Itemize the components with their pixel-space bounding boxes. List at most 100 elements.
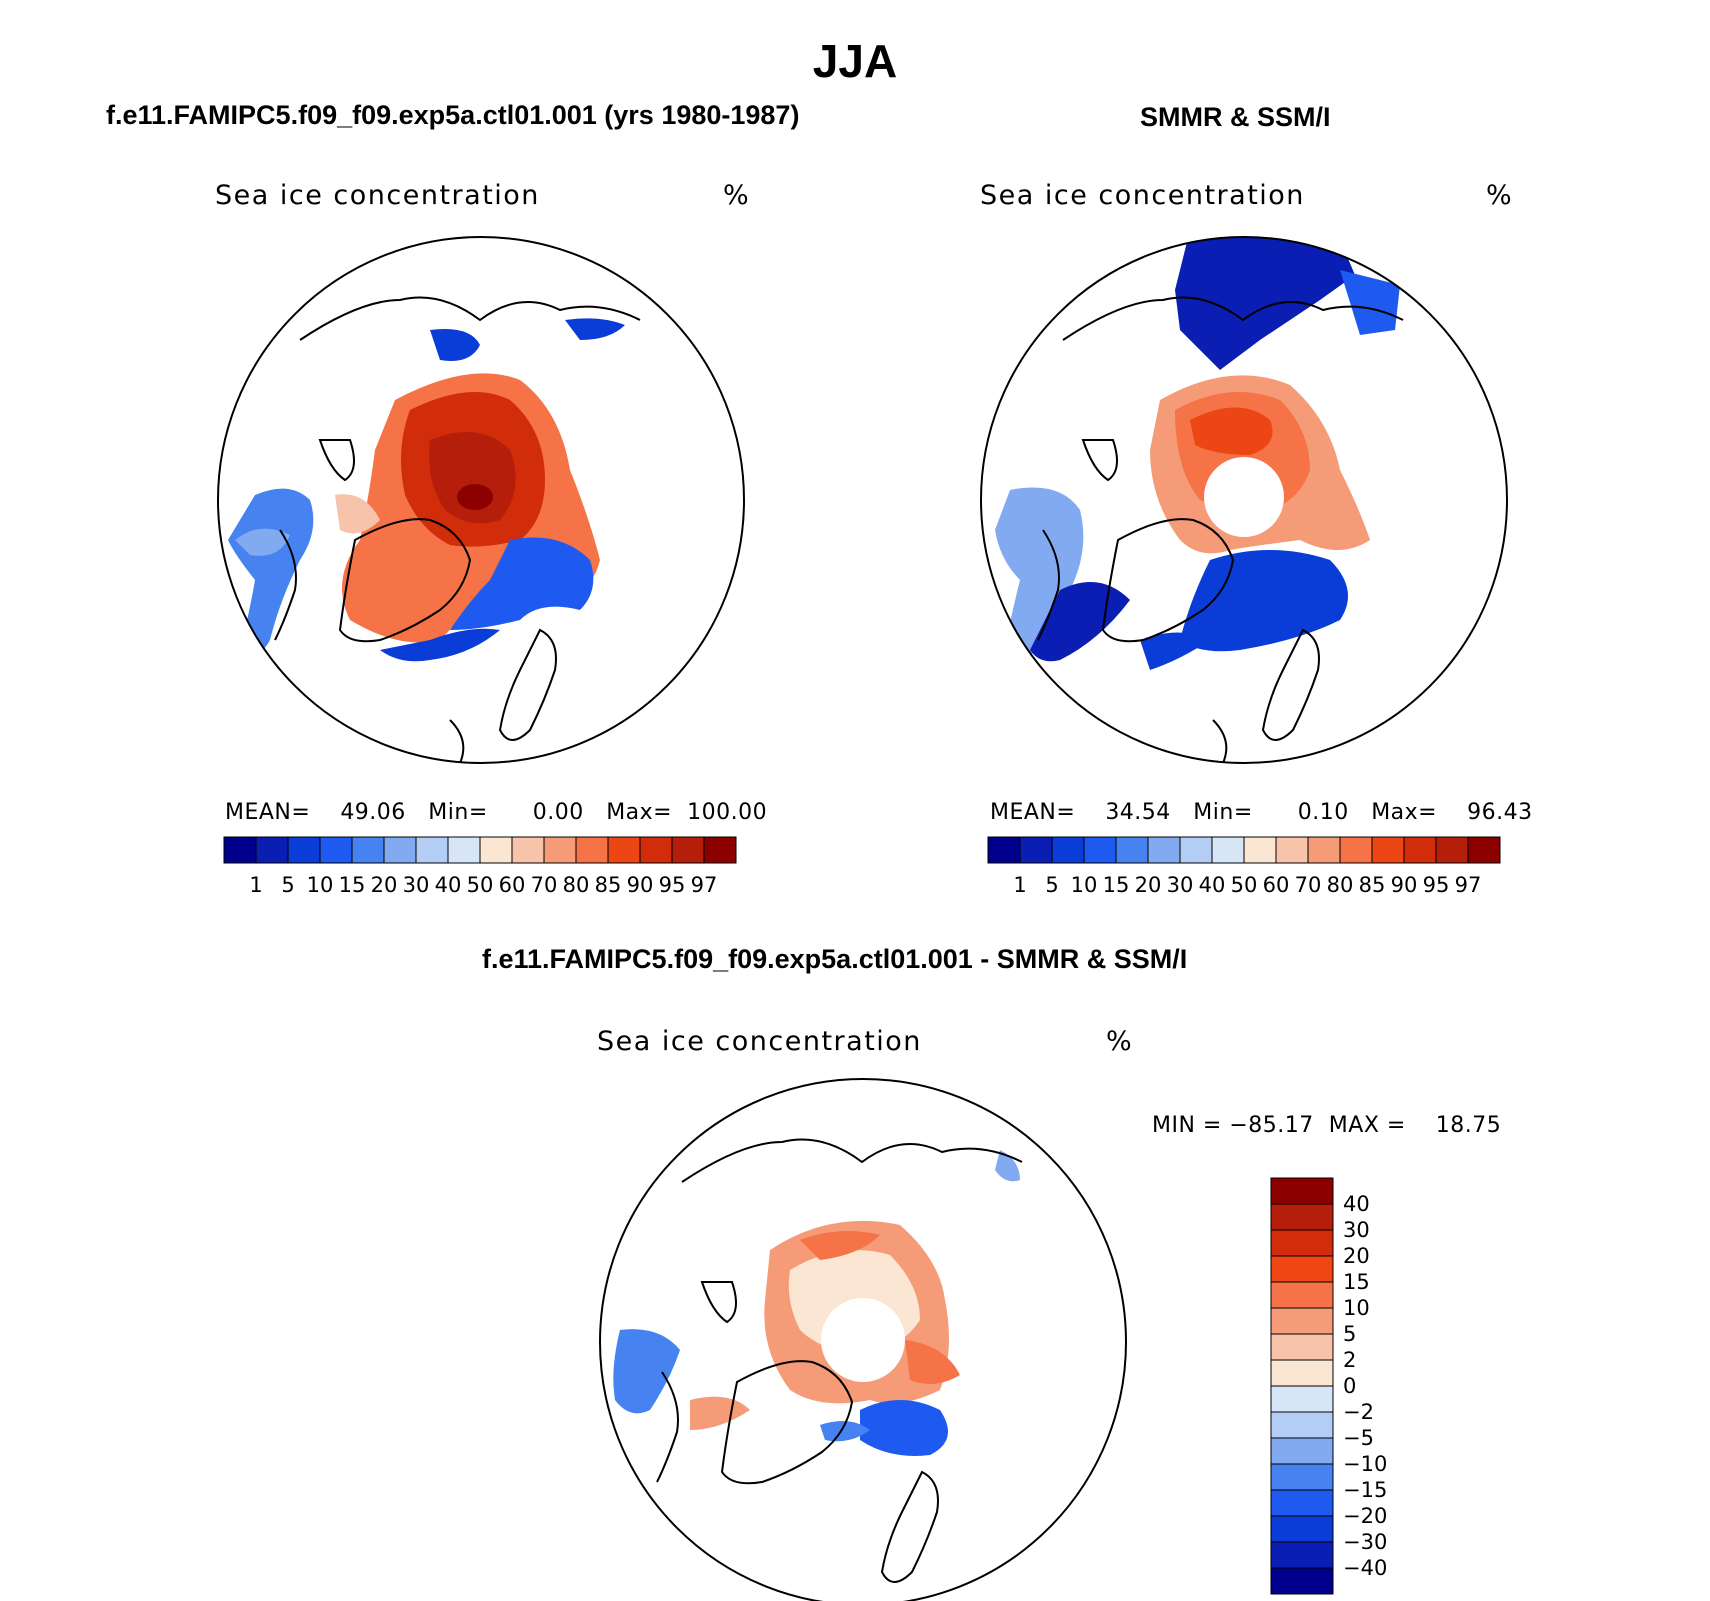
model-colorbar-tick-label: 70	[530, 873, 558, 897]
diff-siberia-outline	[681, 1138, 1023, 1183]
diff-panel-title: f.e11.FAMIPC5.f09_f09.exp5a.ctl01.001 - …	[482, 944, 1188, 974]
obs-ice-pacific-block	[1175, 237, 1355, 370]
diff-colorbar-swatch	[1270, 1515, 1334, 1543]
diff-colorbar-swatch	[1270, 1437, 1334, 1465]
diff-colorbar-labels: 40 30 20 15 10 5 2 0 −2 −5 −10 −15 −20 −30 −40	[1343, 1178, 1423, 1594]
diff-colorbar-swatch	[1270, 1229, 1334, 1257]
obs-colorbar-swatch	[1467, 836, 1501, 864]
obs-mean-label: MEAN=	[990, 800, 1076, 825]
diff-colorbar-tick-label: 40	[1343, 1192, 1370, 1216]
obs-units-label: %	[1486, 180, 1514, 211]
model-ice-labrador	[228, 488, 314, 654]
model-colorbar-tick-label: 5	[281, 873, 295, 897]
model-colorbar-swatch	[479, 836, 513, 864]
diff-min-label: MIN =	[1152, 1113, 1222, 1138]
obs-colorbar-tick-label: 60	[1262, 873, 1290, 897]
model-mean-value: 49.06	[340, 800, 406, 825]
model-stats: MEAN= 49.06 Min= 0.00 Max= 100.00	[225, 800, 767, 825]
obs-colorbar-tick-label: 95	[1422, 873, 1450, 897]
obs-ice-labrador	[995, 487, 1084, 670]
obs-colorbar-swatch	[1275, 836, 1309, 864]
model-colorbar-tick-label: 85	[594, 873, 622, 897]
model-colorbar-swatch	[703, 836, 737, 864]
model-siberia-outline	[299, 296, 641, 341]
model-colorbar-swatch	[383, 836, 417, 864]
diff-colorbar-tick-label: 15	[1343, 1270, 1370, 1294]
model-max-label: Max=	[606, 800, 673, 825]
model-colorbar-tick-label: 30	[402, 873, 430, 897]
model-colorbar-swatch	[351, 836, 385, 864]
model-colorbar-tick-label: 97	[690, 873, 718, 897]
model-ice-max	[457, 484, 493, 510]
obs-colorbar-tick-label: 40	[1198, 873, 1226, 897]
obs-colorbar-tick-label: 1	[1013, 873, 1027, 897]
model-ice-barents	[450, 537, 594, 630]
model-greenland-outline	[338, 518, 472, 643]
obs-colorbar-swatch	[1339, 836, 1373, 864]
obs-colorbar-swatch	[1051, 836, 1085, 864]
obs-min-label: Min=	[1193, 800, 1253, 825]
diff-colorbar-swatch	[1270, 1463, 1334, 1491]
obs-colorbar-swatch	[1019, 836, 1053, 864]
diff-colorbar-tick-label: 2	[1343, 1348, 1357, 1372]
diff-colorbar-swatch	[1270, 1307, 1334, 1335]
obs-colorbar-tick-label: 70	[1294, 873, 1322, 897]
obs-colorbar-swatch	[1243, 836, 1277, 864]
diff-scandinavia-outline	[880, 1470, 939, 1583]
model-colorbar	[223, 836, 737, 864]
obs-colorbar-swatch	[1147, 836, 1181, 864]
diff-colorbar-swatch	[1270, 1203, 1334, 1231]
diff-colorbar-swatch	[1270, 1177, 1334, 1205]
obs-colorbar-swatch	[1211, 836, 1245, 864]
diff-min-value: −85.17	[1229, 1113, 1314, 1138]
model-colorbar-swatch	[255, 836, 289, 864]
model-colorbar-swatch	[639, 836, 673, 864]
diff-max-value: 18.75	[1435, 1113, 1502, 1138]
obs-panel-title: SMMR & SSM/I	[1140, 102, 1331, 132]
diff-stats: MIN = −85.17 MAX = 18.75	[1152, 1113, 1501, 1138]
model-colorbar-swatch	[287, 836, 321, 864]
obs-greenland-outline	[1101, 518, 1235, 643]
model-colorbar-tick-label: 50	[466, 873, 494, 897]
model-colorbar-swatch	[415, 836, 449, 864]
diff-negative-barents	[860, 1400, 948, 1456]
model-colorbar-tick-label: 90	[626, 873, 654, 897]
diff-variable-label: Sea ice concentration	[597, 1026, 922, 1057]
diff-negative-labrador	[613, 1329, 680, 1414]
model-colorbar-swatch	[511, 836, 545, 864]
diff-colorbar-tick-label: −10	[1343, 1452, 1388, 1476]
diff-colorbar	[1270, 1177, 1334, 1595]
obs-siberia-outline	[1062, 296, 1404, 341]
obs-pole-hole	[1204, 457, 1284, 537]
obs-colorbar-swatch	[1179, 836, 1213, 864]
model-colorbar-swatch	[671, 836, 705, 864]
model-colorbar-swatch	[223, 836, 257, 864]
diff-colorbar-tick-label: 10	[1343, 1296, 1370, 1320]
obs-ice-barents	[1180, 550, 1348, 652]
obs-colorbar-swatch	[1371, 836, 1405, 864]
diff-units-label: %	[1106, 1026, 1134, 1057]
diff-map-boundary	[599, 1078, 1127, 1601]
diff-colorbar-swatch	[1270, 1281, 1334, 1309]
diff-colorbar-swatch	[1270, 1385, 1334, 1413]
obs-colorbar-tick-label: 20	[1134, 873, 1162, 897]
model-units-label: %	[723, 180, 751, 211]
obs-colorbar-tick-label: 5	[1045, 873, 1059, 897]
model-colorbar-swatch	[607, 836, 641, 864]
model-colorbar-tick-label: 15	[338, 873, 366, 897]
obs-map-boundary	[980, 236, 1508, 764]
model-ice-bering	[430, 329, 480, 361]
diff-colorbar-swatch	[1270, 1411, 1334, 1439]
diff-colorbar-tick-label: −40	[1343, 1556, 1388, 1580]
model-colorbar-swatch	[575, 836, 609, 864]
obs-colorbar-swatch	[987, 836, 1021, 864]
obs-max-value: 96.43	[1467, 800, 1533, 825]
model-scandinavia-outline	[498, 628, 557, 741]
obs-scandinavia-outline	[1261, 628, 1320, 741]
obs-colorbar-tick-label: 97	[1454, 873, 1482, 897]
obs-variable-label: Sea ice concentration	[980, 180, 1305, 211]
model-colorbar-tick-label: 20	[370, 873, 398, 897]
obs-mean-value: 34.54	[1105, 800, 1171, 825]
diff-colorbar-tick-label: −30	[1343, 1530, 1388, 1554]
